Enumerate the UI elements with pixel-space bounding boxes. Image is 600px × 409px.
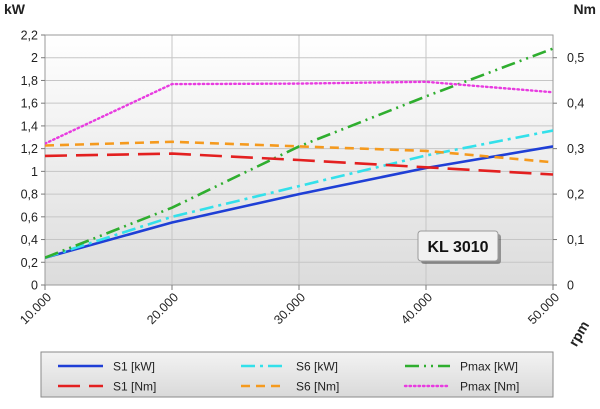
legend-label: Pmax [Nm] (460, 380, 519, 394)
x-tick-label: 10.000 (17, 290, 54, 327)
y-left-tick-label: 2,2 (21, 29, 38, 43)
y-left-tick-label: 0,2 (21, 256, 38, 270)
legend-label: Pmax [kW] (460, 360, 518, 374)
x-axis-label: rpm (565, 318, 592, 349)
legend-label: S6 [Nm] (296, 380, 339, 394)
series-line-s6-nm (45, 140, 553, 164)
y-left-tick-label: 1,6 (21, 97, 38, 111)
annotation-badge: KL 3010 (417, 230, 501, 264)
series-line-s1-nm (45, 152, 553, 176)
y-left-axis-label: kW (4, 1, 26, 17)
y-left-tick-label: 1 (31, 165, 38, 179)
y-left-tick-label: 0,4 (21, 233, 38, 247)
x-tick-label: 40.000 (398, 290, 435, 327)
legend: S1 [kW] S6 [kW] Pmax [kW] S1 [Nm] S6 [Nm] Pma… (40, 351, 554, 398)
series-line-pmax-nm (45, 80, 553, 145)
y-left-tick-label: 0,8 (21, 188, 38, 202)
y-left-tick-label: 1,4 (21, 119, 38, 133)
series-lines (45, 47, 553, 259)
x-tick-label: 30.000 (271, 290, 308, 327)
y-left-tick-label: 0,6 (21, 210, 38, 224)
legend-label: S1 [Nm] (113, 380, 156, 394)
y-left-tick-label: 1,2 (21, 142, 38, 156)
y-right-tick-label: 0,4 (567, 97, 584, 111)
y-right-tick-label: 0,2 (567, 188, 584, 202)
y-left-tick-label: 2 (31, 51, 38, 65)
y-right-tick-label: 0,5 (567, 51, 584, 65)
legend-label: S6 [kW] (296, 360, 338, 374)
y-left-tick-label: 0 (31, 279, 38, 293)
series-line-pmax-kw (45, 47, 553, 259)
annotation-text: KL 3010 (427, 239, 488, 256)
y-right-tick-label: 0,3 (567, 142, 584, 156)
series-line-s6-kw (45, 129, 553, 259)
y-left-tick-label: 1,8 (21, 74, 38, 88)
series-line-s1-kw (45, 145, 553, 259)
y-right-tick-label: 0,1 (567, 233, 584, 247)
x-tick-label: 50.000 (525, 290, 562, 327)
x-tick-label: 20.000 (144, 290, 181, 327)
y-right-tick-label: 0 (567, 279, 574, 293)
legend-label: S1 [kW] (113, 360, 155, 374)
y-right-axis-label: Nm (573, 1, 596, 17)
